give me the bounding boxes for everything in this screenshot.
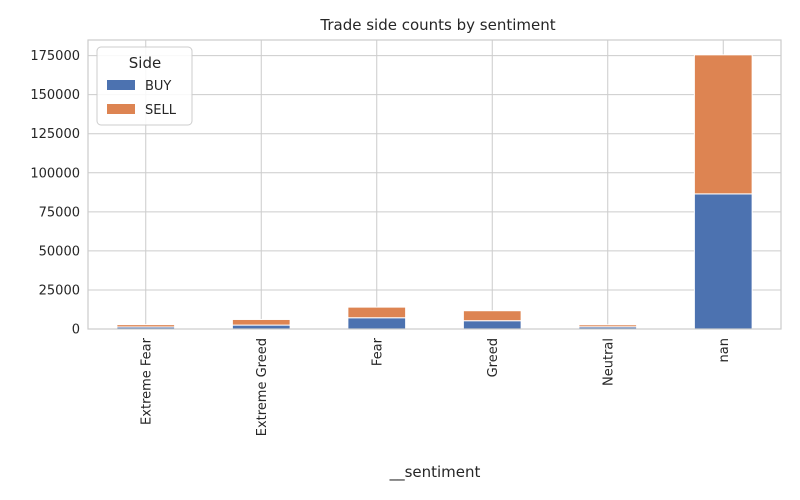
x-axis-ticks: Extreme Fear Extreme Greed Fear Greed Neutra…: [139, 337, 732, 436]
bar-sell: [578, 324, 638, 328]
y-tick-label: 0: [72, 323, 80, 338]
chart-title: Trade side counts by sentiment: [319, 16, 555, 34]
y-tick-label: 175000: [30, 49, 80, 64]
x-tick-label: nan: [717, 338, 732, 362]
bar-sell: [231, 318, 291, 326]
y-tick-label: 75000: [39, 205, 80, 220]
y-tick-label: 125000: [30, 127, 80, 142]
bar-buy: [693, 193, 753, 330]
y-axis-ticks: 0 25000 50000 75000 100000 125000 150000 175000: [30, 49, 80, 337]
x-tick-label: Extreme Fear: [139, 337, 154, 425]
bars: [116, 54, 753, 330]
x-tick-label: Fear: [370, 337, 385, 366]
legend-label-sell: SELL: [145, 103, 177, 118]
legend: Side BUY SELL: [96, 46, 193, 126]
x-axis-label: __sentiment: [389, 463, 481, 482]
bar-buy: [462, 320, 522, 330]
legend-swatch-buy: [107, 80, 135, 90]
x-tick-label: Greed: [486, 338, 501, 377]
y-tick-label: 150000: [30, 88, 80, 103]
legend-swatch-sell: [107, 104, 135, 114]
bar-sell: [693, 54, 753, 195]
y-tick-label: 25000: [39, 283, 80, 298]
legend-title: Side: [129, 54, 161, 72]
plot-frame: [87, 39, 782, 330]
bar-sell: [462, 310, 522, 322]
bar-sell: [116, 324, 176, 328]
y-tick-label: 100000: [30, 166, 80, 181]
x-tick-label: Neutral: [601, 338, 616, 386]
legend-label-buy: BUY: [145, 79, 171, 94]
y-tick-label: 50000: [39, 244, 80, 259]
x-tick-label: Extreme Greed: [255, 338, 270, 436]
bar-sell: [347, 306, 407, 319]
bar-buy: [347, 317, 407, 330]
